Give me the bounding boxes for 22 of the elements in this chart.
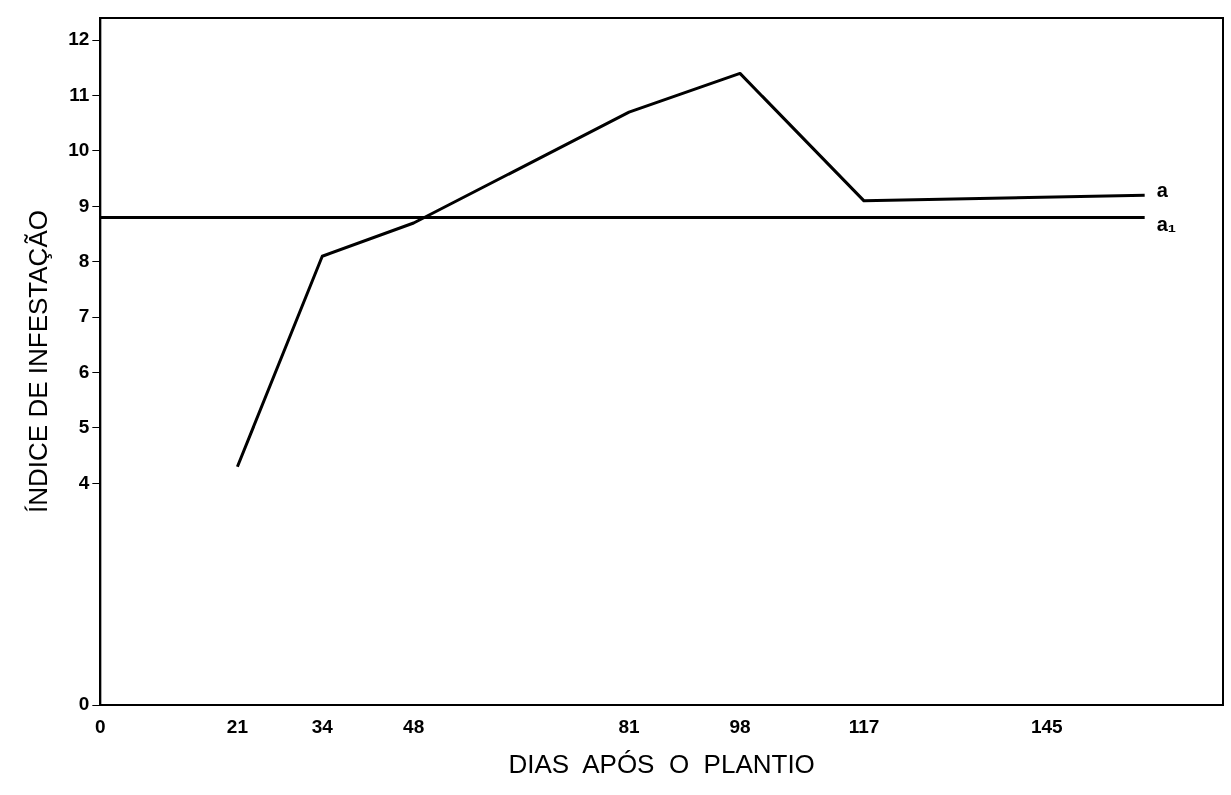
- y-tick-label: 5: [78, 416, 90, 438]
- y-tick-label: 12: [68, 28, 90, 50]
- y-axis-title: ÍNDICE DE INFESTAÇÃO: [22, 210, 53, 513]
- y-tick-label: 0: [78, 693, 90, 715]
- x-tick-label: 34: [311, 715, 334, 737]
- x-tick-label: 48: [403, 715, 425, 737]
- y-tick-label: 9: [78, 194, 90, 216]
- y-tick-label: 6: [78, 360, 90, 382]
- ref-line-label: a₁: [1156, 212, 1177, 235]
- x-tick-label: 117: [848, 715, 880, 737]
- x-tick-label: 0: [95, 715, 106, 737]
- x-axis-title: DIAS APÓS O PLANTIO: [508, 748, 815, 779]
- y-tick-label: 11: [69, 83, 90, 105]
- y-tick-label: 8: [78, 250, 90, 272]
- y-tick-label: 10: [68, 139, 90, 161]
- y-tick-label: 7: [78, 305, 90, 327]
- x-tick-label: 81: [618, 715, 641, 737]
- x-tick-label: 21: [226, 715, 249, 737]
- series-label: a: [1156, 178, 1169, 201]
- x-tick-label: 98: [729, 715, 751, 737]
- x-tick-label: 145: [1030, 715, 1064, 737]
- y-tick-label: 4: [78, 471, 90, 493]
